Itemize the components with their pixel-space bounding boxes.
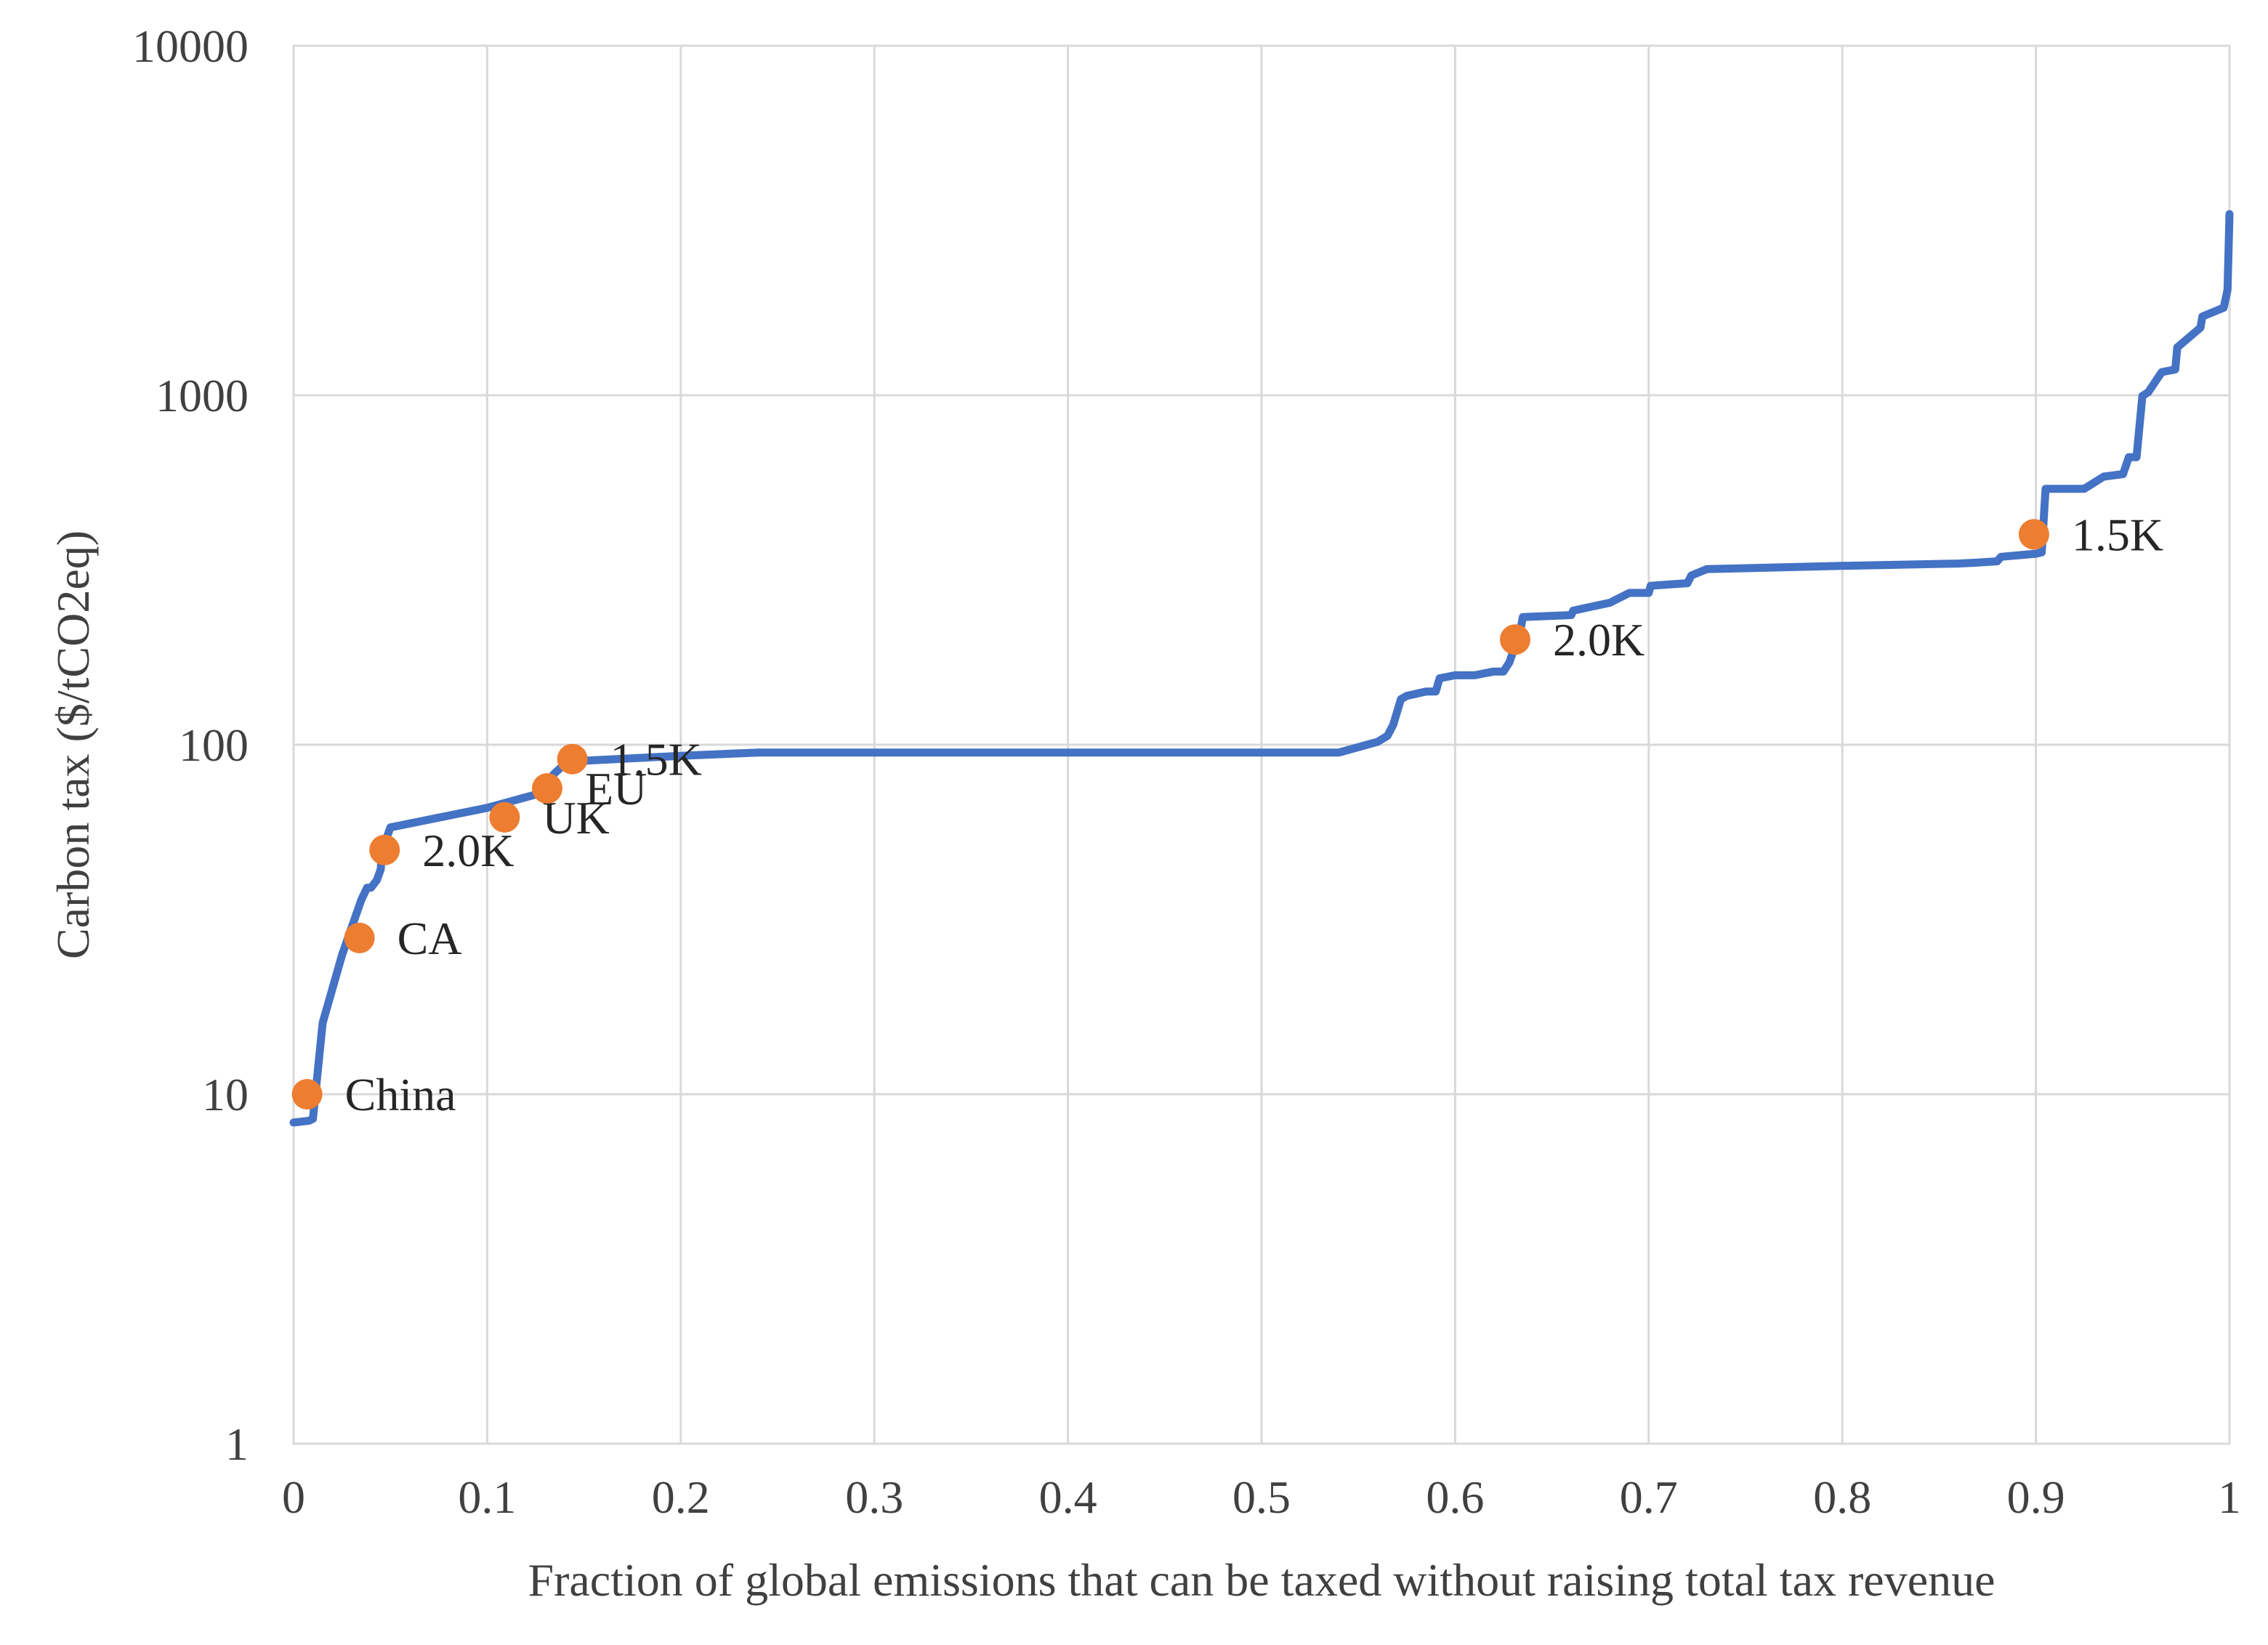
y-tick-label: 1 [225,1418,249,1470]
data-point-marker [557,743,588,775]
x-tick-label: 0.1 [458,1471,516,1523]
y-tick-labels: 1 10 100 1000 10000 [132,20,249,1470]
data-point-label: 2.0K [1553,614,1644,666]
data-point-label: China [345,1069,456,1120]
y-tick-label: 1000 [156,370,249,421]
y-tick-label: 10000 [132,20,249,72]
data-point-label: 1.5K [2072,509,2163,560]
x-tick-labels: 0 0.1 0.2 0.3 0.4 0.5 0.6 0.7 0.8 0.9 1 [282,1471,2241,1523]
x-axis-title: Fraction of global emissions that can be… [528,1554,1995,1606]
x-tick-label: 0.4 [1039,1471,1097,1523]
data-point-label: CA [397,913,462,964]
data-point-marker [369,834,400,865]
y-tick-label: 100 [179,719,249,771]
x-tick-label: 0.6 [1426,1471,1484,1523]
y-gridlines [294,44,2229,1445]
data-point-label: EU [585,763,647,815]
data-point-label: 1.5K [610,734,702,785]
y-axis-title: Carbon tax ($/tCO2eq) [47,530,99,959]
data-point-marker [291,1079,323,1110]
data-point-marker [344,922,375,953]
x-tick-label: 0.8 [1813,1471,1871,1523]
data-point-marker [489,801,520,833]
x-tick-label: 0.7 [1620,1471,1678,1523]
x-tick-label: 0.5 [1232,1471,1291,1523]
data-point-marker [1499,624,1530,655]
x-tick-label: 0.9 [2007,1471,2065,1523]
x-tick-label: 1 [2218,1471,2241,1523]
data-point-marker [531,773,562,804]
y-tick-label: 10 [202,1069,249,1120]
x-tick-label: 0 [282,1471,305,1523]
x-tick-label: 0.3 [845,1471,903,1523]
data-point-label: 2.0K [422,825,514,876]
x-tick-label: 0.2 [652,1471,710,1523]
data-point-marker [2018,519,2049,550]
